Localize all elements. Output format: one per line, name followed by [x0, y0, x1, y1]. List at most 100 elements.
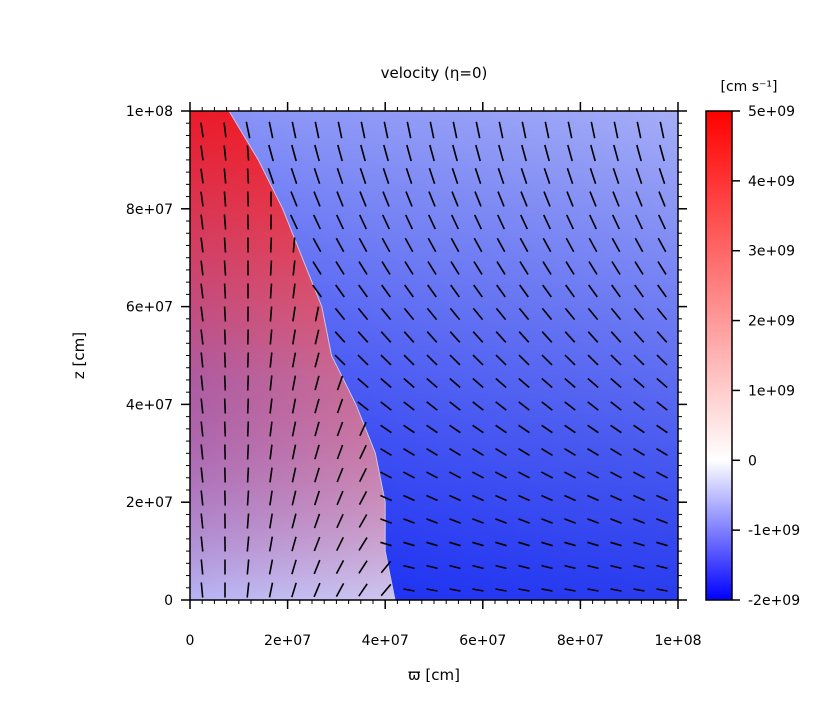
velocity-arrow: [312, 237, 322, 253]
velocity-arrow: [357, 331, 369, 343]
velocity-arrow: [497, 168, 505, 184]
velocity-arrow: [291, 121, 297, 139]
velocity-arrow: [246, 398, 250, 414]
velocity-arrow: [587, 588, 599, 592]
velocity-arrow: [429, 144, 435, 162]
velocity-arrow: [610, 377, 622, 389]
velocity-arrow: [291, 513, 297, 529]
velocity-arrow: [634, 284, 644, 298]
velocity-arrow: [518, 471, 530, 479]
velocity-arrow: [587, 518, 599, 524]
velocity-arrow: [452, 144, 458, 162]
velocity-arrow: [656, 401, 668, 411]
velocity-arrow: [403, 331, 415, 343]
velocity-arrow: [636, 144, 642, 162]
velocity-arrow: [543, 168, 551, 184]
velocity-arrow: [472, 564, 484, 570]
velocity-arrow: [565, 214, 575, 230]
velocity-arrow: [382, 191, 390, 207]
velocity-arrow: [380, 354, 392, 366]
velocity-arrow: [292, 283, 296, 299]
velocity-arrow: [451, 191, 459, 207]
velocity-arrow: [200, 559, 204, 575]
velocity-arrow: [564, 448, 576, 456]
velocity-arrow: [269, 260, 273, 276]
velocity-arrow: [519, 237, 529, 253]
velocity-arrow: [498, 144, 504, 162]
velocity-arrow: [380, 331, 392, 343]
velocity-arrow: [380, 424, 392, 434]
velocity-arrow: [472, 377, 484, 389]
x-axis: 0 2e+07 4e+07 6e+07 8e+07 1e+08: [186, 102, 702, 649]
velocity-arrow: [268, 559, 274, 575]
velocity-arrow: [381, 284, 391, 298]
velocity-arrow: [544, 121, 550, 139]
velocity-arrow: [610, 541, 622, 547]
velocity-arrow: [658, 168, 666, 184]
velocity-arrow: [495, 494, 507, 502]
velocity-arrow: [404, 237, 414, 253]
velocity-arrow: [291, 421, 297, 437]
velocity-arrow: [449, 588, 461, 592]
velocity-arrow: [633, 424, 645, 434]
velocity-arrow: [269, 352, 273, 368]
velocity-arrow: [426, 564, 438, 570]
velocity-arrow: [383, 144, 389, 162]
x-tick-label: 2e+07: [264, 633, 311, 649]
velocity-arrow: [426, 448, 438, 456]
velocity-arrow: [200, 467, 204, 483]
velocity-arrow: [541, 494, 553, 502]
velocity-arrow: [450, 284, 460, 298]
velocity-arrow: [314, 306, 320, 322]
velocity-arrow: [246, 536, 250, 552]
velocity-arrow: [472, 401, 484, 411]
velocity-arrow: [564, 401, 576, 411]
colorbar: 5e+09 4e+09 3e+09 2e+09 1e+09 0 -1e+09 -2e+09 […: [705, 79, 800, 609]
velocity-arrow: [380, 471, 392, 479]
velocity-arrow: [358, 537, 368, 551]
velocity-arrow: [313, 536, 321, 552]
velocity-arrow: [403, 354, 415, 366]
velocity-arrow: [313, 168, 321, 184]
velocity-arrow: [268, 582, 274, 598]
velocity-arrow: [403, 588, 415, 592]
velocity-arrow: [291, 144, 297, 162]
velocity-arrow: [292, 329, 296, 345]
velocity-arrow: [314, 121, 320, 139]
velocity-arrow: [656, 541, 668, 547]
velocity-arrow: [314, 467, 320, 483]
velocity-arrow: [403, 401, 415, 411]
velocity-arrow: [380, 448, 392, 456]
velocity-arrow: [587, 541, 599, 547]
velocity-arrow: [335, 214, 345, 230]
velocity-arrow: [518, 307, 530, 321]
velocity-arrow: [541, 471, 553, 479]
velocity-arrow: [269, 467, 273, 483]
colorbar-scale: [705, 110, 733, 601]
velocity-arrow: [518, 518, 530, 524]
y-axis-label: z [cm]: [70, 332, 88, 379]
velocity-arrow: [613, 144, 619, 162]
velocity-arrow: [449, 331, 461, 343]
velocity-arrow: [359, 191, 367, 207]
velocity-arrow: [200, 237, 204, 253]
velocity-arrow: [291, 467, 297, 483]
velocity-arrow: [360, 121, 366, 139]
velocity-arrow: [381, 237, 391, 253]
velocity-arrow: [312, 214, 322, 230]
velocity-arrow: [428, 168, 436, 184]
velocity-arrow: [426, 541, 438, 547]
velocity-arrow: [541, 588, 553, 592]
velocity-arrow: [656, 424, 668, 434]
velocity-arrow: [587, 354, 599, 366]
velocity-arrow: [357, 354, 369, 366]
velocity-arrow: [634, 214, 644, 230]
velocity-arrow: [449, 564, 461, 570]
velocity-arrow: [359, 444, 367, 460]
velocity-arrow: [449, 401, 461, 411]
velocity-arrow: [290, 168, 298, 184]
velocity-arrow: [451, 168, 459, 184]
velocity-arrow: [223, 214, 227, 230]
velocity-arrow: [656, 448, 668, 456]
velocity-arrow: [634, 261, 644, 275]
